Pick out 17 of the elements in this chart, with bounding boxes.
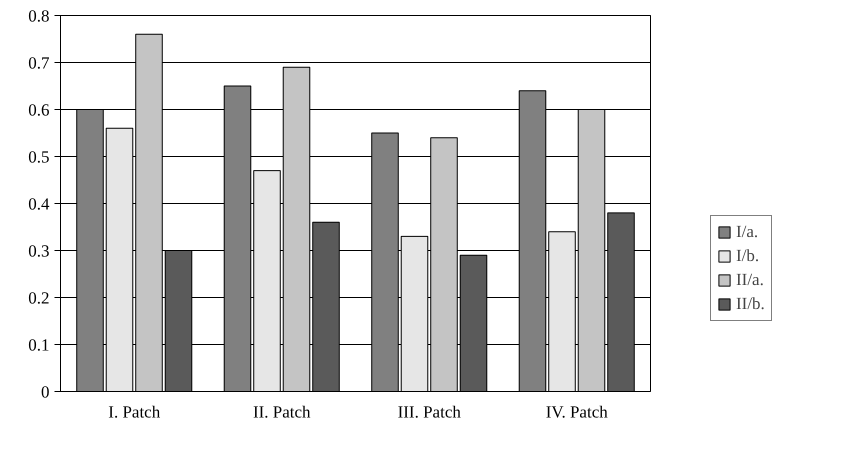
y-tick-label: 0.4 bbox=[28, 194, 50, 214]
x-tick-label: III. Patch bbox=[398, 402, 462, 422]
legend-label: II/b. bbox=[736, 294, 765, 314]
legend-label: I/a. bbox=[736, 222, 758, 242]
y-tick-label: 0.8 bbox=[28, 6, 50, 26]
y-tick-label: 0.3 bbox=[28, 242, 50, 260]
y-tick-label: 0.7 bbox=[28, 54, 50, 72]
x-tick-label: I. Patch bbox=[108, 402, 161, 422]
y-tick-label: 0.2 bbox=[28, 288, 50, 308]
x-tick-label: IV. Patch bbox=[546, 402, 608, 422]
x-tick-label: II. Patch bbox=[252, 402, 312, 422]
y-tick-label: 0.5 bbox=[28, 148, 50, 166]
legend-label: I/b. bbox=[736, 246, 760, 266]
y-tick-label: 0 bbox=[41, 382, 50, 402]
y-tick-label: 0.6 bbox=[28, 100, 50, 120]
legend-label: II/a. bbox=[736, 270, 764, 290]
y-tick-label: 0.1 bbox=[28, 336, 50, 354]
